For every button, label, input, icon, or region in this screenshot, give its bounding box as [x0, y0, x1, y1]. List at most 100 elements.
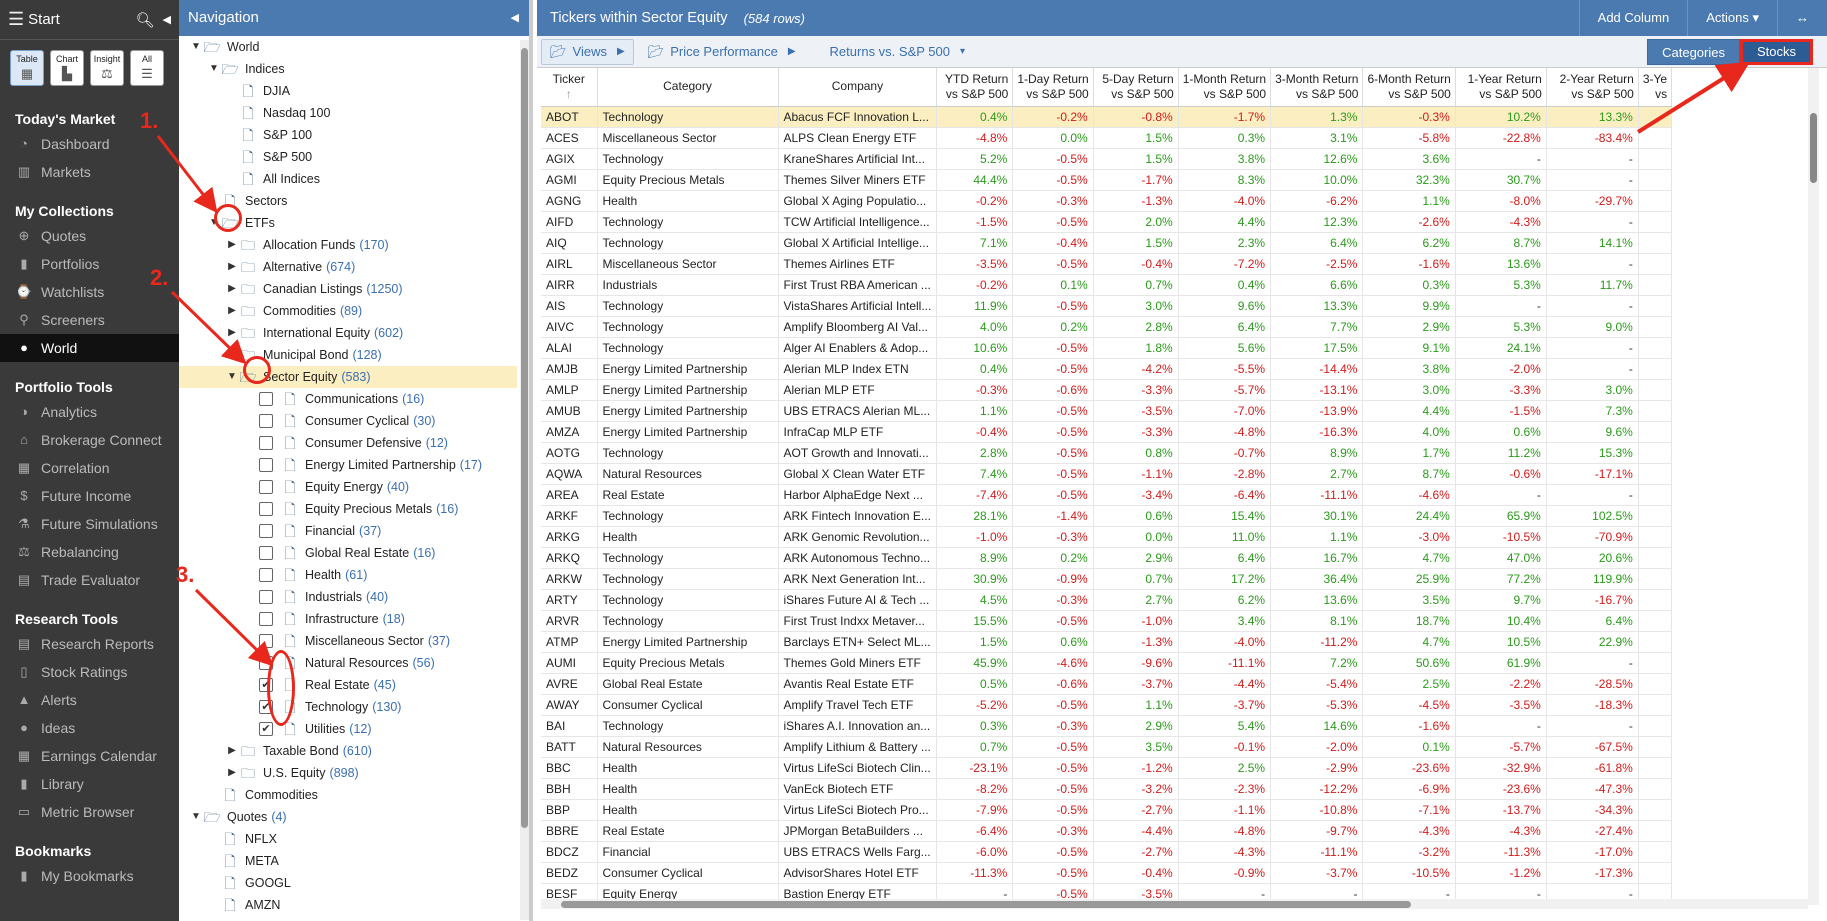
view-name-dropdown[interactable]: 📂︎ Price Performance ▶	[640, 39, 804, 65]
column-header-ytd-return[interactable]: YTD Return vs S&P 500	[936, 68, 1014, 107]
stocks-toggle[interactable]: Stocks	[1739, 38, 1813, 65]
table-row[interactable]: ABOT Technology Abacus FCF Innovation L...…	[541, 106, 1673, 128]
tree-node-canadian-listings[interactable]: ▶ 🗀 Canadian Listings (1250)	[179, 278, 517, 300]
checkbox[interactable]	[259, 392, 273, 406]
ticker-cell[interactable]: AMLP	[541, 379, 598, 401]
start-label[interactable]: Start	[28, 11, 60, 28]
checkbox[interactable]	[259, 568, 273, 582]
table-row[interactable]: AVRE Global Real Estate Avantis Real Estat…	[541, 673, 1673, 695]
column-header-1-year-return[interactable]: 1-Year Return vs S&P 500	[1455, 68, 1547, 107]
ticker-cell[interactable]: AIS	[541, 295, 598, 317]
tree-node-nflx[interactable]: 🗋 NFLX	[179, 828, 517, 850]
sidebar-item-library[interactable]: ▮ Library	[0, 770, 179, 798]
table-row[interactable]: BAI Technology iShares A.I. Innovation an.…	[541, 715, 1673, 737]
column-header-3-month-return[interactable]: 3-Month Return vs S&P 500	[1270, 68, 1364, 107]
table-row[interactable]: AIFD Technology TCW Artificial Intelligenc…	[541, 211, 1673, 233]
tree-node-international-equity[interactable]: ▶ 🗀 International Equity (602)	[179, 322, 517, 344]
sidebar-item-future-income[interactable]: $ Future Income	[0, 482, 179, 510]
ticker-cell[interactable]: AMUB	[541, 400, 598, 422]
tree-node-municipal-bond[interactable]: ▶ 🗀 Municipal Bond (128)	[179, 344, 517, 366]
tree-node-taxable-bond[interactable]: ▶ 🗀 Taxable Bond (610)	[179, 740, 517, 762]
collapse-navigation-icon[interactable]: ◀	[510, 12, 519, 24]
table-vertical-scrollbar[interactable]	[1808, 68, 1819, 905]
table-row[interactable]: AGIX Technology KraneShares Artificial Int…	[541, 148, 1673, 170]
ticker-cell[interactable]: ACES	[541, 127, 598, 149]
chevron-right-icon[interactable]: ▶	[228, 261, 236, 272]
tree-node-sectors[interactable]: 🗋 Sectors	[179, 190, 517, 212]
table-row[interactable]: AREA Real Estate Harbor AlphaEdge Next ...…	[541, 484, 1673, 506]
tree-node-communications[interactable]: 🗋 Communications (16)	[179, 388, 517, 410]
view-chart-button[interactable]: Chart ▙	[50, 50, 84, 86]
table-row[interactable]: BATT Natural Resources Amplify Lithium & B…	[541, 736, 1673, 758]
view-insight-button[interactable]: Insight ⚖	[90, 50, 124, 86]
ticker-cell[interactable]: AGNG	[541, 190, 598, 212]
ticker-cell[interactable]: ALAI	[541, 337, 598, 359]
table-row[interactable]: BBP Health Virtus LifeSci Biotech Pro... -7…	[541, 799, 1673, 821]
ticker-cell[interactable]: AIRL	[541, 253, 598, 275]
tree-node-commodities[interactable]: 🗋 Commodities	[179, 784, 517, 806]
table-row[interactable]: AIQ Technology Global X Artificial Intelli…	[541, 232, 1673, 254]
ticker-cell[interactable]: BATT	[541, 736, 598, 758]
column-header-2-year-return[interactable]: 2-Year Return vs S&P 500	[1546, 68, 1639, 107]
table-row[interactable]: ARKG Health ARK Genomic Revolution... -1.0%…	[541, 526, 1673, 548]
table-row[interactable]: AGMI Equity Precious Metals Themes Silver …	[541, 169, 1673, 191]
chevron-right-icon[interactable]: ▶	[228, 283, 236, 294]
tree-node-amzn[interactable]: 🗋 AMZN	[179, 894, 517, 916]
views-dropdown[interactable]: 📂︎ Views ▶	[541, 38, 634, 65]
checkbox[interactable]	[259, 634, 273, 648]
ticker-cell[interactable]: ARKG	[541, 526, 598, 548]
ticker-cell[interactable]: ARKF	[541, 505, 598, 527]
tree-node-indices[interactable]: ▼ 🗁 Indices	[179, 58, 517, 80]
column-header-1-month-return[interactable]: 1-Month Return vs S&P 500	[1178, 68, 1272, 107]
ticker-cell[interactable]: AMZA	[541, 421, 598, 443]
column-header-company[interactable]: Company	[778, 68, 938, 107]
table-row[interactable]: ARVR Technology First Trust Indxx Metaver.…	[541, 610, 1673, 632]
tree-node-meta[interactable]: 🗋 META	[179, 850, 517, 872]
table-row[interactable]: AMJB Energy Limited Partnership Alerian ML…	[541, 358, 1673, 380]
checkbox[interactable]	[259, 546, 273, 560]
tree-node-equity-precious-metals[interactable]: 🗋 Equity Precious Metals (16)	[179, 498, 517, 520]
tree-node-commodities[interactable]: ▶ 🗀 Commodities (89)	[179, 300, 517, 322]
table-row[interactable]: AUMI Equity Precious Metals Themes Gold Mi…	[541, 652, 1673, 674]
sidebar-item-earnings-calendar[interactable]: ▦ Earnings Calendar	[0, 742, 179, 770]
table-row[interactable]: ACES Miscellaneous Sector ALPS Clean Energ…	[541, 127, 1673, 149]
ticker-cell[interactable]: BDCZ	[541, 841, 598, 863]
ticker-cell[interactable]: BEDZ	[541, 862, 598, 884]
ticker-cell[interactable]: AIFD	[541, 211, 598, 233]
tree-node-technology[interactable]: ✔ 🗋 Technology (130)	[179, 696, 517, 718]
tree-node-all-indices[interactable]: 🗋 All Indices	[179, 168, 517, 190]
ticker-cell[interactable]: ATMP	[541, 631, 598, 653]
column-header-ticker[interactable]: Ticker ↑	[541, 68, 598, 107]
table-row[interactable]: AOTG Technology AOT Growth and Innovati...…	[541, 442, 1673, 464]
tree-node-miscellaneous-sector[interactable]: 🗋 Miscellaneous Sector (37)	[179, 630, 517, 652]
chevron-right-icon[interactable]: ▶	[228, 239, 236, 250]
tree-node-alternative[interactable]: ▶ 🗀 Alternative (674)	[179, 256, 517, 278]
ticker-cell[interactable]: AMJB	[541, 358, 598, 380]
tree-node-utilities[interactable]: ✔ 🗋 Utilities (12)	[179, 718, 517, 740]
hamburger-menu-icon[interactable]: ☰	[8, 9, 25, 29]
chevron-right-icon[interactable]: ▶	[228, 305, 236, 316]
ticker-cell[interactable]: BBP	[541, 799, 598, 821]
checkbox[interactable]	[259, 458, 273, 472]
subview-dropdown[interactable]: Returns vs. S&P 500 ▾	[822, 39, 973, 65]
ticker-cell[interactable]: AGIX	[541, 148, 598, 170]
sidebar-item-ideas[interactable]: ● Ideas	[0, 714, 179, 742]
tree-node-djia[interactable]: 🗋 DJIA	[179, 80, 517, 102]
tree-node-googl[interactable]: 🗋 GOOGL	[179, 872, 517, 894]
table-row[interactable]: ARKQ Technology ARK Autonomous Techno... 8.…	[541, 547, 1673, 569]
sidebar-item-correlation[interactable]: ▦ Correlation	[0, 454, 179, 482]
chevron-right-icon[interactable]: ▶	[228, 767, 236, 778]
tree-node-consumer-cyclical[interactable]: 🗋 Consumer Cyclical (30)	[179, 410, 517, 432]
collapse-sidebar-icon[interactable]: ◀	[162, 14, 171, 26]
expand-button[interactable]: ↔	[1777, 0, 1827, 36]
sidebar-item-portfolios[interactable]: ▮ Portfolios	[0, 250, 179, 278]
checkbox[interactable]	[259, 502, 273, 516]
tree-node-u-s-equity[interactable]: ▶ 🗀 U.S. Equity (898)	[179, 762, 517, 784]
navigation-scrollbar[interactable]	[520, 40, 529, 920]
ticker-cell[interactable]: AIRR	[541, 274, 598, 296]
table-row[interactable]: AMUB Energy Limited Partnership UBS ETRACS…	[541, 400, 1673, 422]
tree-node-energy-limited-partnership[interactable]: 🗋 Energy Limited Partnership (17)	[179, 454, 517, 476]
ticker-cell[interactable]: AREA	[541, 484, 598, 506]
chevron-right-icon[interactable]: ▶	[228, 349, 236, 360]
categories-toggle[interactable]: Categories	[1647, 38, 1740, 65]
